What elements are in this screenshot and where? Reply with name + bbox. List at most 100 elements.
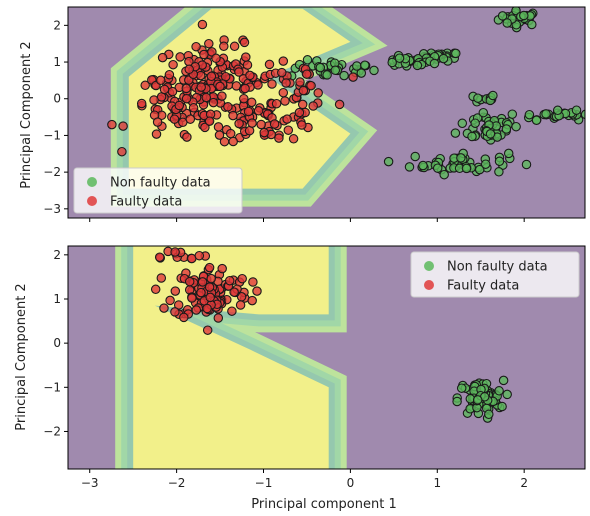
data-point [228,110,238,121]
data-point [278,56,289,66]
data-point [253,80,263,90]
data-point [202,325,213,335]
data-point [181,83,192,94]
data-point [308,101,318,111]
data-point [552,105,563,116]
data-point [480,159,491,169]
data-point [267,79,277,89]
data-point [234,67,244,77]
data-point [494,156,505,167]
data-point [235,300,246,310]
data-point [269,119,280,129]
data-point [527,19,537,30]
data-point [297,120,307,130]
data-point [439,169,449,180]
data-point [256,119,266,130]
data-point [339,70,349,81]
y-tick-label: 1 [53,292,61,306]
data-point [140,80,150,91]
legend-marker [87,196,97,206]
data-point [330,65,341,76]
legend-marker [424,280,434,290]
data-point [252,286,262,296]
data-point [157,52,168,63]
y-tick-label: 2 [53,18,61,32]
data-point [467,131,477,142]
data-point [165,295,175,306]
data-point [237,273,247,284]
data-point [488,90,498,101]
data-point [204,262,215,273]
scatter-points [150,246,512,423]
data-point [204,116,215,126]
data-point [196,287,206,298]
data-point [201,92,212,103]
data-point [281,78,291,88]
legend-label: Faulty data [447,279,519,294]
plot-frame [67,245,586,470]
data-point [484,409,494,420]
x-axis-label: Principal component 1 [251,497,396,512]
data-point [295,77,305,87]
data-point [297,99,308,110]
data-point [432,163,443,173]
bottom-plot: −2 −1 0 1 2 −3 −2 −1 0 1 2 Non faulty data Faulty da… [43,245,586,490]
y-tick-label: 0 [53,92,61,106]
data-point [204,38,214,49]
data-point [322,70,332,80]
data-point [334,99,345,110]
top-plot: −3 −2 −1 0 1 2 Non faulty data Faulty data [43,6,586,222]
data-point [206,273,216,284]
data-point [159,84,170,95]
data-point [202,303,212,314]
x-tick-label: −1 [255,476,273,490]
y-axis-label-top: Principal Component 2 [19,41,34,188]
data-point [156,273,167,283]
data-point [498,375,509,386]
data-point [452,396,462,407]
data-point [229,287,239,297]
data-point [315,62,326,73]
data-point [223,102,233,112]
legend-box [410,251,580,298]
data-point [507,109,518,119]
data-point [229,41,240,52]
data-point [302,55,313,65]
data-point [187,293,197,303]
data-point [302,69,312,79]
data-point [247,118,257,128]
data-point [239,37,250,48]
y-tick-label: 1 [53,55,61,69]
data-point [473,93,483,103]
data-point [149,95,159,105]
x-tick-label: −3 [81,476,99,490]
x-tick-label: 2 [520,476,528,490]
data-point [118,121,128,131]
x-tick-label: 0 [347,476,355,490]
data-point [211,53,221,64]
data-point [282,114,292,124]
data-point [494,386,504,396]
data-point [168,59,178,70]
data-point [472,395,483,405]
data-point [206,71,217,82]
legend-label: Non faulty data [447,260,548,275]
data-point [485,129,496,139]
data-point [461,163,472,174]
data-point [217,91,227,101]
data-point [264,59,275,70]
data-point [412,60,423,71]
data-point [239,93,249,104]
data-point [184,64,194,75]
x-tick-label: 1 [433,476,441,490]
data-point [227,306,237,316]
data-point [117,146,127,157]
data-point [213,122,224,132]
data-point [429,58,440,69]
data-point [191,305,202,315]
data-point [169,114,180,124]
data-point [241,52,251,62]
y-tick-label: 0 [53,336,61,350]
y-axis-label-bottom: Principal Component 2 [14,283,29,430]
data-point [531,115,542,126]
